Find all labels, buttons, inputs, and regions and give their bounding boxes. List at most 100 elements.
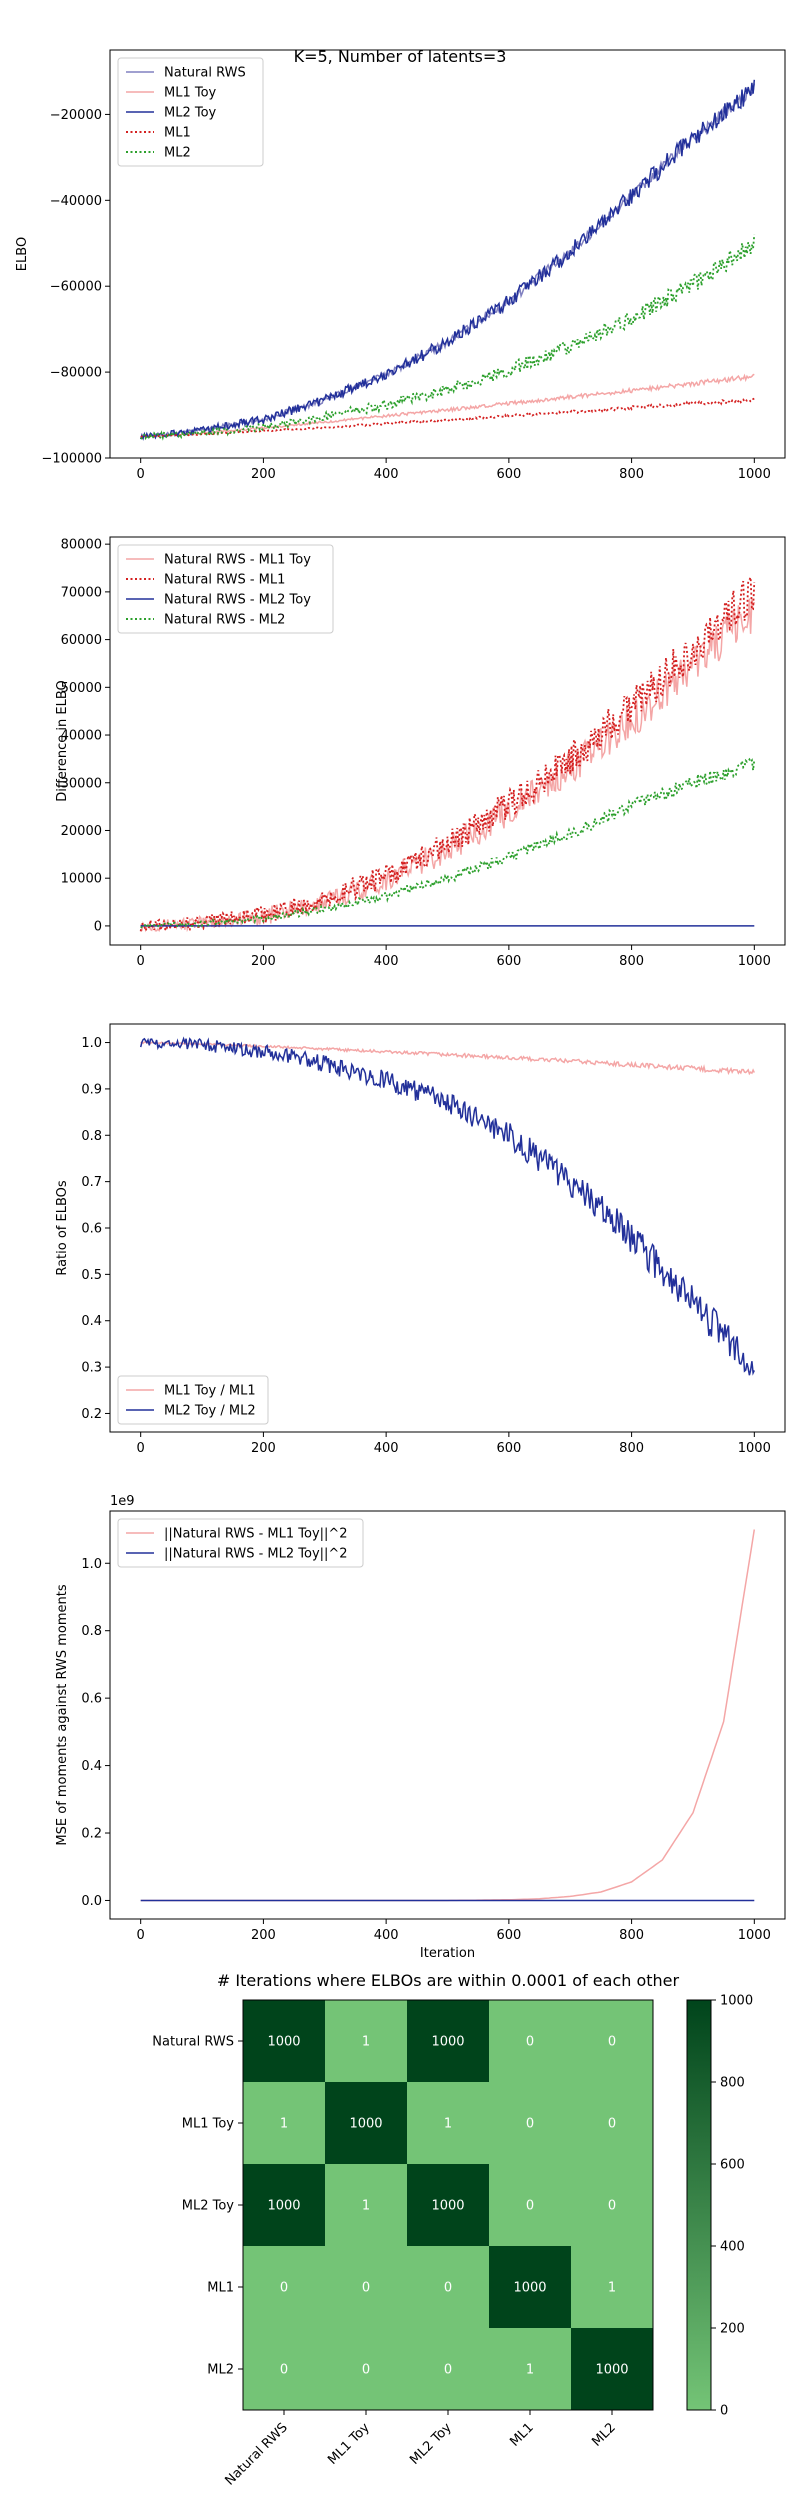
- heatmap-cell-value: 1000: [595, 2363, 628, 2378]
- elbo-difference-plot: 0 200 400 600 800 100001000020000300004000050…: [55, 536, 786, 969]
- legend-label: Natural RWS - ML1 Toy: [164, 553, 311, 568]
- colorbar: [686, 1999, 712, 2411]
- heatmap-cell: [571, 2246, 653, 2328]
- colorbar-tick-label: 400: [720, 2240, 745, 2255]
- y-tick-label: 30000: [61, 776, 102, 791]
- heatmap-cell: [571, 2000, 653, 2082]
- y-tick-label: −100000: [41, 452, 102, 467]
- column-label: ML2 Toy: [407, 2420, 455, 2468]
- y-tick-label: 60000: [61, 633, 102, 648]
- x-tick-label: 0: [137, 954, 145, 969]
- x-tick-label: 1000: [738, 1928, 771, 1943]
- row-label: ML2: [207, 2363, 234, 2378]
- y-tick-label: 10000: [61, 872, 102, 887]
- heatmap-cell: [489, 2164, 571, 2246]
- legend: ||Natural RWS - ML1 Toy||^2 ||Natural RWS…: [117, 1518, 364, 1568]
- x-tick-label: 400: [374, 954, 399, 969]
- legend-label: Natural RWS: [164, 66, 246, 81]
- series-line-0: [140, 1529, 756, 1902]
- heatmap-title: # Iterations where ELBOs are within 0.00…: [217, 1971, 680, 1990]
- x-tick-label: 400: [374, 467, 399, 482]
- series-group: [140, 1529, 756, 1902]
- legend-box: [117, 1518, 364, 1568]
- series-group: [139, 1036, 755, 1376]
- legend-label: ||Natural RWS - ML2 Toy||^2: [164, 1547, 348, 1562]
- legend-box: [117, 544, 334, 634]
- y-axis-label: Difference in ELBO: [55, 680, 70, 802]
- x-tick-label: 0: [137, 1928, 145, 1943]
- plot-frame: [109, 49, 786, 459]
- x-tick-label: 1000: [738, 1441, 771, 1456]
- elbo-agreement-heatmap: # Iterations where ELBOs are within 0.00…: [152, 1971, 753, 2489]
- heatmap-cell: [407, 2164, 489, 2246]
- elbo-plot: 0 200 400 600 800 1000 −100000 −80000 −60000 −400…: [15, 49, 786, 482]
- x-tick-label: 0: [137, 467, 145, 482]
- legend: Natural RWS - ML1 Toy Natural RWS - ML1 Na…: [117, 544, 334, 634]
- series-line-1: [139, 1036, 755, 1376]
- row-label: ML1 Toy: [182, 2117, 235, 2132]
- elbo-ratio-plot: 0 200 400 600 800 1000 0.2 0.3 0.4 0.5 0.6 0.7 0.8 0.…: [55, 1023, 786, 1456]
- legend: Natural RWS ML1 Toy ML2 Toy ML1 ML2: [117, 57, 264, 167]
- y-tick-label: 1.0: [81, 1036, 102, 1051]
- series-group: [139, 79, 756, 441]
- y-tick-label: 70000: [61, 585, 102, 600]
- y-tick-label: 0.2: [81, 1407, 102, 1422]
- y-tick-label: 0.8: [81, 1624, 102, 1639]
- heatmap-cell: [489, 2000, 571, 2082]
- heatmap-cell-value: 0: [608, 2199, 616, 2214]
- heatmap-cell: [571, 2328, 653, 2410]
- heatmap-cell-value: 0: [526, 2199, 534, 2214]
- heatmap-cell: [571, 2082, 653, 2164]
- y-tick-label: 0.6: [81, 1692, 102, 1707]
- y-axis-label: MSE of moments against RWS moments: [55, 1584, 70, 1845]
- heatmap-cell-value: 0: [362, 2281, 370, 2296]
- legend-label: ML1: [164, 126, 191, 141]
- colorbar-tick-label: 600: [720, 2158, 745, 2173]
- column-label: ML1 Toy: [325, 2420, 373, 2468]
- heatmap-cell: [243, 2246, 325, 2328]
- column-label: Natural RWS: [222, 2420, 290, 2488]
- x-tick-label: 200: [251, 1441, 276, 1456]
- column-label: ML2: [589, 2420, 619, 2450]
- series-line-1: [139, 576, 756, 934]
- legend-label: Natural RWS - ML2: [164, 613, 285, 628]
- plot-frame: [109, 1023, 786, 1433]
- x-tick-label: 1000: [738, 467, 771, 482]
- y-tick-label: 20000: [61, 824, 102, 839]
- y-tick-label: −40000: [50, 194, 102, 209]
- heatmap-cell: [243, 2082, 325, 2164]
- y-tick-label: 0.0: [81, 1894, 102, 1909]
- x-tick-label: 600: [496, 1928, 521, 1943]
- series-line-2: [139, 79, 756, 441]
- y-axis-label: Ratio of ELBOs: [55, 1180, 70, 1276]
- y-tick-label: 0.4: [81, 1759, 102, 1774]
- legend: ML1 Toy / ML1 ML2 Toy / ML2: [117, 1375, 269, 1425]
- legend-label: ML2: [164, 146, 191, 161]
- x-tick-label: 800: [619, 1928, 644, 1943]
- heatmap-cell-value: 1000: [349, 2117, 382, 2132]
- heatmap-cell-value: 0: [362, 2363, 370, 2378]
- heatmap-cell: [325, 2328, 407, 2410]
- legend-box: [117, 57, 264, 167]
- x-tick-label: 200: [251, 954, 276, 969]
- legend-label: ||Natural RWS - ML1 Toy||^2: [164, 1527, 348, 1542]
- colorbar-tick-label: 0: [720, 2404, 728, 2419]
- row-label: ML1: [207, 2281, 234, 2296]
- heatmap-cell: [243, 2328, 325, 2410]
- plot-frame: [109, 536, 786, 946]
- heatmap-cell-value: 0: [526, 2117, 534, 2132]
- figure-title: K=5, Number of latents=3: [294, 47, 507, 66]
- y-tick-label: 80000: [61, 538, 102, 553]
- heatmap-cell: [571, 2164, 653, 2246]
- x-tick-label: 800: [619, 954, 644, 969]
- heatmap-cell-value: 1: [608, 2281, 616, 2296]
- plot-frame: [109, 1510, 786, 1920]
- row-label: ML2 Toy: [182, 2199, 235, 2214]
- y-tick-label: −80000: [50, 366, 102, 381]
- heatmap-cell-value: 1000: [267, 2199, 300, 2214]
- legend-label: Natural RWS - ML1: [164, 573, 285, 588]
- heatmap-cell: [489, 2328, 571, 2410]
- y-tick-label: 0.9: [81, 1082, 102, 1097]
- legend-box: [117, 1375, 269, 1425]
